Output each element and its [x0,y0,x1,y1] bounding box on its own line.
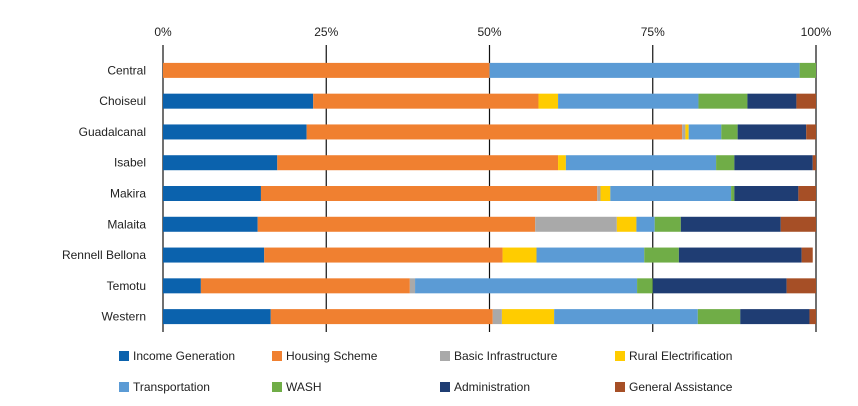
bar-segment [721,124,738,140]
bar-segment [644,247,679,263]
legend-label: WASH [286,380,322,394]
bar-segment [306,124,683,140]
bar-segment [565,155,717,171]
x-tick-labels: 0% 25% 50% 75% 100% [154,25,831,39]
bar-segment [163,278,201,294]
bar-segment [731,186,735,201]
legend-label: Transportation [133,380,210,394]
bar-segment [200,278,410,294]
bar-segment [597,186,601,201]
bar-segment [682,124,686,140]
category-label: Rennell Bellona [62,248,146,262]
category-label: Temotu [107,279,146,293]
bar-segment [806,124,816,140]
bar-segment [636,216,655,232]
legend-swatch [615,382,625,392]
bar-segment [535,216,617,232]
bar-segment [652,278,787,294]
bar-segment [415,278,638,294]
bar-segment [270,309,493,325]
bar-segment [747,93,797,109]
bar-segment [801,247,813,263]
bar-segment [688,124,722,140]
bar-segment [737,124,807,140]
legend-swatch [119,351,129,361]
bar-segment [558,93,699,109]
legend-label: Basic Infrastructure [454,349,558,363]
bar-segment [264,247,503,263]
bar-segment [163,186,261,201]
bar-segment [678,247,802,263]
category-labels: Central Choiseul Guadalcanal Isabel Makira Ma… [62,63,146,323]
x-tick-label: 25% [314,25,338,39]
category-label: Choiseul [99,94,146,108]
bar-segment [409,278,416,294]
legend-swatch [615,351,625,361]
bar-segment [697,309,741,325]
legend-swatch [440,382,450,392]
bar-segment [277,155,559,171]
bar-segment [734,155,813,171]
category-label: Malaita [107,217,146,231]
legend-label: Administration [454,380,530,394]
bar-segment [554,309,698,325]
bar-segment [313,93,539,109]
legend-label: General Assistance [629,380,733,394]
category-label: Isabel [114,156,146,170]
bar-segment [680,216,781,232]
bar-segment [610,186,732,201]
bar-segment [163,93,314,109]
bar-segment [812,155,816,171]
bar-segment [809,309,816,325]
bar-segment [740,309,810,325]
bar-segment [492,309,502,325]
bar-segment [654,216,681,232]
bar-segment [786,278,816,294]
bar-segment [260,186,598,201]
bar-segment [502,247,537,263]
bar-segment [501,309,555,325]
category-label: Central [107,63,146,77]
bar-segment [799,62,816,78]
bar-segment [616,216,637,232]
bar-segment [163,309,271,325]
bar-segment [685,124,689,140]
bar-segment [734,186,799,201]
bar-segment [780,216,816,232]
bar-segment [163,62,490,78]
bar-segment [558,155,566,171]
legend-swatch [272,382,282,392]
x-tick-label: 50% [477,25,501,39]
bar-segment [637,278,653,294]
legend-swatch [440,351,450,361]
bar-segment [600,186,611,201]
bar-segment [163,155,278,171]
bars [163,62,816,325]
bar-segment [163,216,258,232]
legend-swatch [119,382,129,392]
legend-swatch [272,351,282,361]
bar-segment [796,93,816,109]
bar-segment [798,186,816,201]
bar-segment [698,93,748,109]
legend-label: Income Generation [133,349,235,363]
bar-segment [538,93,559,109]
category-label: Makira [110,187,146,201]
bar-segment [536,247,645,263]
legend-label: Housing Scheme [286,349,378,363]
bar-segment [163,124,307,140]
legend-label: Rural Electrification [629,349,732,363]
bar-segment [489,62,800,78]
x-tick-label: 75% [641,25,665,39]
bar-segment [716,155,735,171]
x-tick-label: 0% [154,25,172,39]
x-tick-label: 100% [801,25,832,39]
bar-segment [257,216,536,232]
legend: Income Generation Housing Scheme Basic Inf… [119,349,733,394]
category-label: Guadalcanal [79,125,146,139]
bar-segment [163,247,265,263]
category-label: Western [102,310,146,324]
